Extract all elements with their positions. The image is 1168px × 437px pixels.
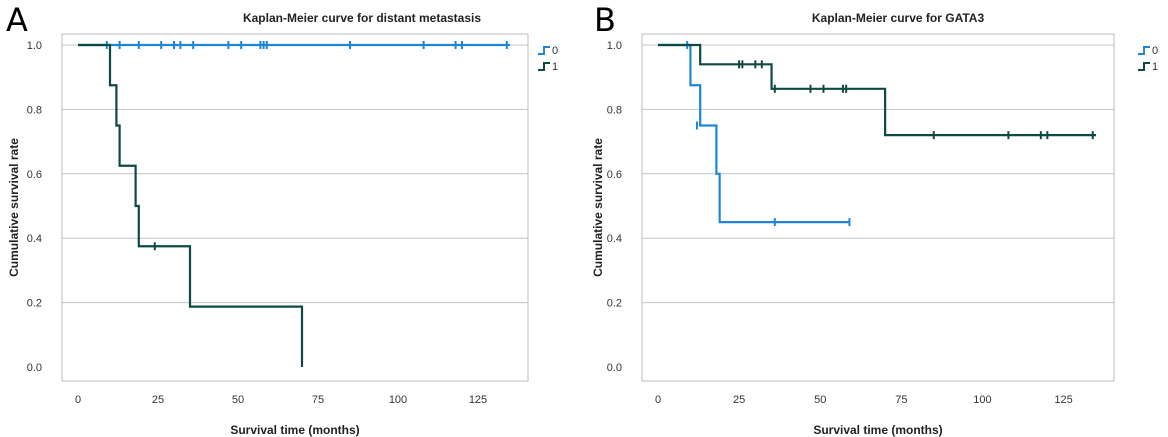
legend-label: 0: [1152, 45, 1158, 57]
panel-letter: A: [6, 1, 28, 39]
panel-letter: B: [594, 1, 616, 39]
x-tick-label: 25: [733, 394, 745, 406]
legend-swatch: [1138, 46, 1150, 55]
x-tick-label: 50: [814, 394, 826, 406]
legend-swatch: [538, 62, 550, 71]
x-tick-label: 50: [232, 394, 244, 406]
km-chart-a: 0.0 0.2 0.4 0.6 0.8 1.0 0 25 50 75 100 125 Kaplan-Me…: [7, 11, 558, 437]
y-tick-label: 0.8: [607, 104, 622, 116]
y-tick-label: 0.0: [607, 362, 622, 374]
y-axis-label: Cumulative survival rate: [591, 138, 605, 277]
x-tick-label: 125: [469, 394, 487, 406]
series-1-line: [658, 43, 1096, 137]
y-tick-label: 0.4: [607, 233, 622, 245]
chart-title: Kaplan-Meier curve for GATA3: [812, 11, 985, 25]
x-tick-label: 0: [655, 394, 661, 406]
x-tick-label: 100: [389, 394, 407, 406]
x-axis-label: Survival time (months): [813, 423, 942, 437]
y-axis-label: Cumulative survival rate: [7, 138, 21, 277]
legend-label: 0: [552, 45, 558, 57]
x-tick-label: 75: [895, 394, 907, 406]
panel-a: A 0.0 0.2 0.4 0.6 0.8 1.0 0 25 50 75 100 125 Kaplan-…: [6, 1, 558, 437]
plot-frame: [641, 33, 1115, 382]
x-tick-label: 0: [75, 394, 81, 406]
y-tick-label: 0.6: [607, 169, 622, 181]
x-tick-label: 75: [312, 394, 324, 406]
y-tick-label: 0.8: [27, 104, 42, 116]
y-tick-label: 1.0: [607, 40, 622, 52]
series-1-line: [78, 43, 304, 367]
x-axis-label: Survival time (months): [230, 423, 359, 437]
y-tick-label: 0.6: [27, 169, 42, 181]
series-0-line: [658, 43, 850, 224]
legend-label: 1: [1152, 61, 1158, 73]
chart-title: Kaplan-Meier curve for distant metastasi…: [243, 11, 481, 25]
x-tick-label: 25: [152, 394, 164, 406]
plot-frame: [61, 33, 529, 382]
legend-swatch: [1138, 62, 1150, 71]
panel-b: B 0.0 0.2 0.4 0.6 0.8 1.0 0 25 50 75 100 125 Kaplan-…: [584, 0, 1168, 437]
y-tick-label: 0.0: [27, 362, 42, 374]
legend-swatch: [538, 46, 550, 55]
x-tick-label: 125: [1054, 394, 1072, 406]
y-tick-label: 0.2: [607, 298, 622, 310]
legend-label: 1: [552, 61, 558, 73]
y-tick-label: 0.2: [27, 298, 42, 310]
km-chart-b: 0.0 0.2 0.4 0.6 0.8 1.0 0 25 50 75 100 125 Kaplan-Me…: [591, 11, 1158, 437]
y-tick-label: 0.4: [27, 233, 42, 245]
y-tick-label: 1.0: [27, 40, 42, 52]
x-tick-label: 100: [973, 394, 991, 406]
